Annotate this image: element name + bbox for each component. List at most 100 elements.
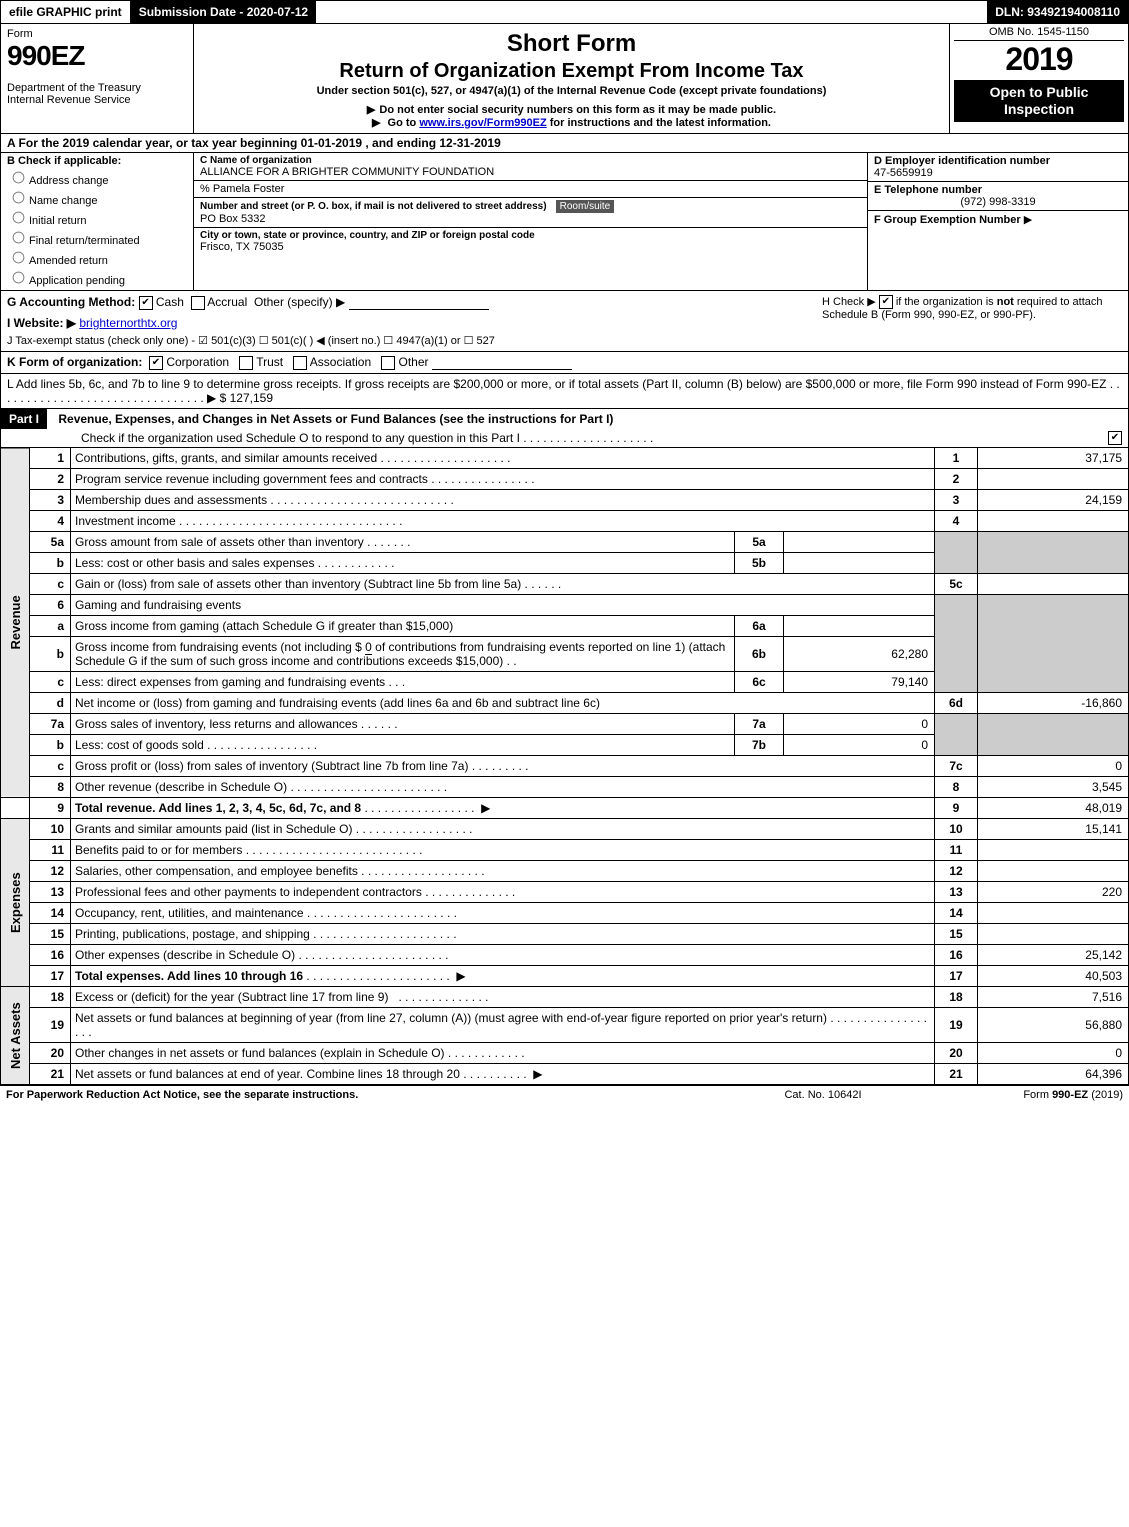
- l5a-desc: Gross amount from sale of assets other t…: [75, 535, 364, 549]
- part1-header-row: Part I Revenue, Expenses, and Changes in…: [0, 409, 1129, 448]
- l2-desc: Program service revenue including govern…: [75, 472, 428, 486]
- l20-num: 20: [30, 1043, 71, 1064]
- other-blank[interactable]: [349, 297, 489, 310]
- chk-address-change[interactable]: Address change: [7, 168, 187, 187]
- chk-assoc[interactable]: [293, 356, 307, 370]
- l15-amt: [978, 924, 1129, 945]
- efile-graphic-print[interactable]: efile GRAPHIC print: [1, 1, 131, 23]
- l5c-col: 5c: [935, 574, 978, 595]
- j-tax-exempt: J Tax-exempt status (check only one) - ☑…: [7, 334, 822, 347]
- form-header: Form 990EZ Department of the Treasury In…: [0, 24, 1129, 134]
- line-11: 11 Benefits paid to or for members . . .…: [1, 840, 1129, 861]
- line-18: Net Assets 18 Excess or (deficit) for th…: [1, 987, 1129, 1008]
- l21-col: 21: [935, 1064, 978, 1085]
- c-city-cell: City or town, state or province, country…: [194, 228, 867, 255]
- l7a-sv: 0: [784, 714, 935, 735]
- l6c-num: c: [30, 672, 71, 693]
- l4-amt: [978, 511, 1129, 532]
- g-accounting: G Accounting Method: Cash Accrual Other …: [7, 295, 822, 347]
- l10-desc: Grants and similar amounts paid (list in…: [75, 822, 352, 836]
- open-to-public: Open to Public Inspection: [954, 80, 1124, 122]
- l15-col: 15: [935, 924, 978, 945]
- chk-schedule-b[interactable]: [879, 295, 893, 309]
- chk-amended-return[interactable]: Amended return: [7, 248, 187, 267]
- l1-col: 1: [935, 448, 978, 469]
- l7c-desc: Gross profit or (loss) from sales of inv…: [75, 759, 468, 773]
- l5c-desc: Gain or (loss) from sale of assets other…: [75, 577, 521, 591]
- line-3: 3 Membership dues and assessments . . . …: [1, 490, 1129, 511]
- l20-col: 20: [935, 1043, 978, 1064]
- care-of: % Pamela Foster: [200, 183, 284, 195]
- line-12: 12 Salaries, other compensation, and emp…: [1, 861, 1129, 882]
- l12-num: 12: [30, 861, 71, 882]
- l14-col: 14: [935, 903, 978, 924]
- website-link[interactable]: brighternorthtx.org: [79, 316, 177, 330]
- trust-label: Trust: [256, 355, 283, 369]
- l1-desc: Contributions, gifts, grants, and simila…: [75, 451, 377, 465]
- chk-initial-return[interactable]: Initial return: [7, 208, 187, 227]
- other-org-blank[interactable]: [432, 357, 572, 370]
- column-b: B Check if applicable: Address change Na…: [1, 153, 194, 290]
- l6a-sv: [784, 616, 935, 637]
- l6c-sub: 6c: [735, 672, 784, 693]
- chk-cash[interactable]: [139, 296, 153, 310]
- l9-desc: Total revenue. Add lines 1, 2, 3, 4, 5c,…: [75, 801, 361, 815]
- line-15: 15 Printing, publications, postage, and …: [1, 924, 1129, 945]
- c-careof-cell: % Pamela Foster: [194, 181, 867, 198]
- l3-col: 3: [935, 490, 978, 511]
- l6b-num: b: [30, 637, 71, 672]
- l17-num: 17: [30, 966, 71, 987]
- l5b-sub: 5b: [735, 553, 784, 574]
- l19-num: 19: [30, 1008, 71, 1043]
- chk-accrual[interactable]: [191, 296, 205, 310]
- l11-desc: Benefits paid to or for members: [75, 843, 242, 857]
- chk-final-return[interactable]: Final return/terminated: [7, 228, 187, 247]
- top-bar: efile GRAPHIC print Submission Date - 20…: [0, 0, 1129, 24]
- l16-desc: Other expenses (describe in Schedule O): [75, 948, 295, 962]
- l15-desc: Printing, publications, postage, and shi…: [75, 927, 310, 941]
- chk-trust[interactable]: [239, 356, 253, 370]
- line-6d: d Net income or (loss) from gaming and f…: [1, 693, 1129, 714]
- chk-application-pending[interactable]: Application pending: [7, 268, 187, 287]
- chk-name-change[interactable]: Name change: [7, 188, 187, 207]
- l14-num: 14: [30, 903, 71, 924]
- header-right: OMB No. 1545-1150 2019 Open to Public In…: [949, 24, 1128, 133]
- d-ein-cell: D Employer identification number 47-5659…: [868, 153, 1128, 182]
- b-title: B Check if applicable:: [7, 155, 187, 167]
- form-number: 990EZ: [7, 40, 187, 72]
- line-2: 2 Program service revenue including gove…: [1, 469, 1129, 490]
- goto-post: for instructions and the latest informat…: [547, 117, 771, 129]
- other-label: Other (specify): [254, 295, 333, 309]
- irs-link[interactable]: www.irs.gov/Form990EZ: [419, 117, 546, 129]
- l4-desc: Investment income: [75, 514, 176, 528]
- l7b-sub: 7b: [735, 735, 784, 756]
- addr-value: PO Box 5332: [200, 213, 861, 225]
- part1-label: Part I: [1, 409, 47, 429]
- l18-col: 18: [935, 987, 978, 1008]
- row-l: L Add lines 5b, 6c, and 7b to line 9 to …: [0, 374, 1129, 409]
- i-label: I Website: ▶: [7, 316, 76, 330]
- vtab-revenue: Revenue: [1, 448, 30, 798]
- l13-num: 13: [30, 882, 71, 903]
- l21-amt: 64,396: [978, 1064, 1129, 1085]
- accrual-label: Accrual: [207, 295, 247, 309]
- l12-amt: [978, 861, 1129, 882]
- l7a-sub: 7a: [735, 714, 784, 735]
- h-schedule-b: H Check ▶ if the organization is not req…: [822, 295, 1122, 347]
- page-footer: For Paperwork Reduction Act Notice, see …: [0, 1085, 1129, 1104]
- chk-schedule-o[interactable]: [1108, 431, 1122, 445]
- l9-num: 9: [30, 798, 71, 819]
- l9-col: 9: [935, 798, 978, 819]
- l10-num: 10: [30, 819, 71, 840]
- chk-other-org[interactable]: [381, 356, 395, 370]
- l13-desc: Professional fees and other payments to …: [75, 885, 422, 899]
- l16-amt: 25,142: [978, 945, 1129, 966]
- l9-amt: 48,019: [978, 798, 1129, 819]
- line-13: 13 Professional fees and other payments …: [1, 882, 1129, 903]
- subtitle-section: Under section 501(c), 527, or 4947(a)(1)…: [202, 85, 941, 97]
- chk-corp[interactable]: [149, 356, 163, 370]
- line-9: 9 Total revenue. Add lines 1, 2, 3, 4, 5…: [1, 798, 1129, 819]
- phone-value: (972) 998-3319: [874, 196, 1122, 208]
- corp-label: Corporation: [166, 355, 229, 369]
- subtitle-goto: Go to www.irs.gov/Form990EZ for instruct…: [202, 116, 941, 129]
